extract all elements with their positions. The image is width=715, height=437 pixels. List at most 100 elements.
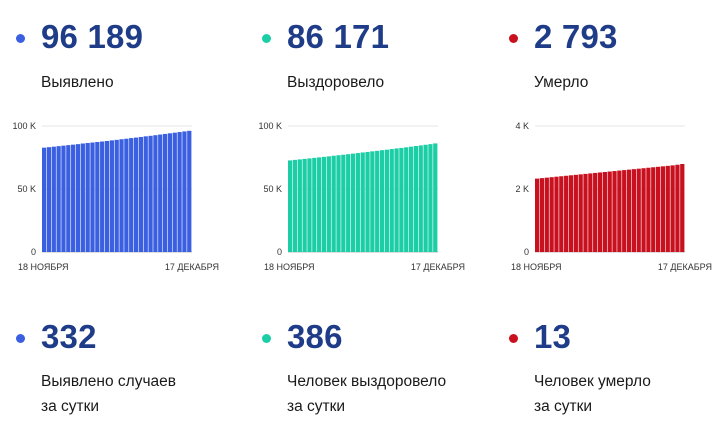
deaths-bar [631, 169, 637, 252]
deaths-bar [646, 167, 651, 252]
recovered-bar [423, 144, 428, 252]
deaths-bar [559, 176, 564, 252]
deaths-bar [655, 166, 661, 252]
recovered-bar [404, 147, 409, 252]
detected-chart: 0 50 K 100 K 18 НОЯБРЯ 17 ДЕКАБРЯ [12, 121, 219, 272]
recovered-daily-label-line2: за сутки [287, 398, 346, 415]
deaths-daily-value: 13 [534, 318, 572, 355]
deaths-xtick-end: 17 ДЕКАБРЯ [658, 262, 712, 272]
card-recovered: 86 171 Выздоровело 0 50 K 100 K 18 НОЯБРЯ 17… [246, 0, 484, 437]
recovered-bar [355, 153, 360, 252]
deaths-ytick-label: 0 [524, 247, 529, 257]
detected-bar [51, 146, 56, 252]
recovered-bar [428, 144, 433, 252]
recovered-bar [360, 152, 365, 252]
recovered-bar [331, 155, 336, 252]
recovered-bar [413, 146, 419, 252]
deaths-bar [607, 171, 612, 252]
detected-xtick-start: 18 НОЯБРЯ [18, 262, 69, 272]
deaths-bar [680, 164, 685, 252]
detected-bar [80, 143, 85, 252]
deaths-bar [675, 164, 680, 252]
recovered-bar [321, 156, 327, 252]
detected-bar [90, 142, 95, 252]
detected-ytick-label: 100 K [12, 121, 36, 131]
deaths-bar [641, 168, 646, 252]
detected-daily-label-line2: за сутки [41, 398, 100, 415]
detected-bar [104, 140, 110, 252]
deaths-bar [578, 174, 583, 252]
deaths-bar [617, 170, 622, 252]
recovered-bar [394, 148, 399, 252]
recovered-bar [312, 157, 317, 252]
recovered-label: Выздоровело [287, 74, 385, 91]
recovered-bar [370, 151, 375, 252]
deaths-daily-dot-icon [509, 334, 518, 343]
detected-bar [177, 132, 182, 252]
recovered-daily-label-line1: Человек выздоровело [287, 373, 447, 390]
deaths-bar [612, 171, 617, 252]
detected-bar [138, 136, 144, 252]
deaths-dot-icon [509, 34, 518, 43]
recovered-bar [317, 157, 322, 252]
deaths-ytick-label: 4 K [515, 121, 529, 131]
recovered-daily-dot-icon [262, 334, 271, 343]
detected-bar [114, 139, 119, 252]
detected-label: Выявлено [41, 74, 114, 91]
detected-bar [85, 143, 90, 252]
detected-ytick-label: 0 [31, 247, 36, 257]
detected-bar [153, 135, 158, 252]
detected-bar [46, 147, 52, 252]
detected-bar [129, 138, 134, 252]
detected-bar [42, 147, 47, 252]
recovered-bar [408, 146, 414, 252]
deaths-bar [622, 170, 627, 252]
recovered-bar [379, 150, 385, 252]
recovered-daily-value: 386 [287, 318, 343, 355]
detected-bar [172, 132, 177, 252]
detected-bar [167, 133, 173, 252]
deaths-bar [535, 178, 540, 252]
detected-bar [71, 144, 76, 252]
deaths-bar [651, 167, 656, 252]
recovered-bar [326, 156, 331, 252]
deaths-bar [573, 174, 578, 252]
recovered-bar [346, 154, 351, 252]
detected-bar [187, 130, 192, 252]
deaths-bar [588, 173, 593, 252]
recovered-dot-icon [262, 34, 271, 43]
recovered-bar [302, 158, 307, 252]
recovered-bar [399, 147, 404, 252]
deaths-daily-label-line1: Человек умерло [534, 373, 651, 390]
recovered-bar [292, 159, 298, 252]
recovered-bar [336, 155, 341, 252]
deaths-bar [539, 178, 545, 252]
detected-bar [119, 139, 124, 252]
detected-bar [56, 146, 61, 252]
deaths-bar [549, 177, 554, 252]
detected-daily-label-line1: Выявлено случаев [41, 373, 176, 390]
deaths-bar [670, 165, 675, 252]
recovered-ytick-label: 50 K [263, 184, 282, 194]
detected-total: 96 189 [41, 18, 144, 55]
detected-bar [158, 134, 163, 252]
detected-bar [182, 131, 187, 252]
recovered-xtick-start: 18 НОЯБРЯ [264, 262, 315, 272]
deaths-chart: 0 2 K 4 K 18 НОЯБРЯ 17 ДЕКАБРЯ [511, 121, 712, 272]
detected-xtick-end: 17 ДЕКАБРЯ [165, 262, 219, 272]
recovered-bar [365, 151, 370, 252]
detected-bar [61, 145, 66, 252]
deaths-xtick-start: 18 НОЯБРЯ [511, 262, 562, 272]
deaths-bar [564, 175, 569, 252]
deaths-bar [626, 169, 632, 252]
deaths-bar [583, 173, 588, 252]
detected-bar [148, 135, 153, 252]
deaths-bar [597, 172, 603, 252]
recovered-ytick-label: 100 K [258, 121, 282, 131]
recovered-bar [389, 149, 394, 252]
deaths-daily-label-line2: за сутки [534, 398, 593, 415]
detected-bar [143, 136, 148, 252]
deaths-ytick-label: 2 K [515, 184, 529, 194]
deaths-bar [636, 168, 641, 252]
